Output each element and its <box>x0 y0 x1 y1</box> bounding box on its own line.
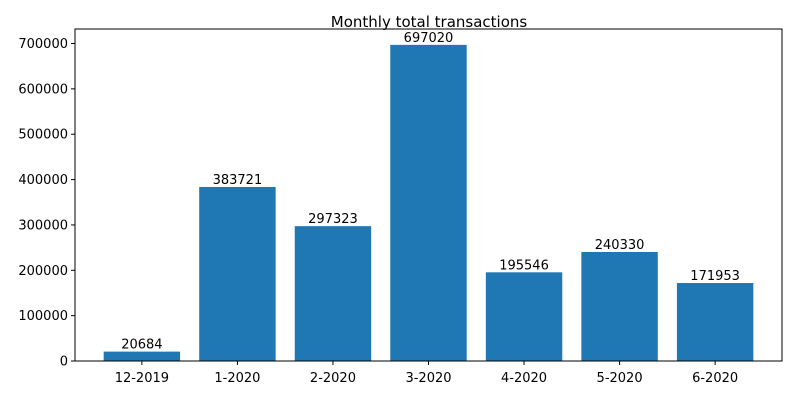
x-axis: 12-2019 1-2020 2-2020 3-2020 4-2020 5-2020 6-2… <box>115 361 738 386</box>
data-label: 297323 <box>308 212 358 227</box>
y-axis: 0 100000 200000 300000 400000 500000 600000 700… <box>18 37 75 370</box>
x-tick-label: 4-2020 <box>501 371 547 386</box>
chart-title: Monthly total transactions <box>331 13 528 31</box>
data-label: 171953 <box>690 269 740 284</box>
bar <box>103 351 181 361</box>
bar <box>485 272 563 361</box>
y-tick-label: 300000 <box>18 218 68 233</box>
bar <box>676 283 754 361</box>
x-tick-label: 1-2020 <box>214 371 260 386</box>
y-tick-label: 100000 <box>18 309 68 324</box>
data-label: 20684 <box>121 338 162 353</box>
y-tick-label: 700000 <box>18 37 68 52</box>
bar <box>390 44 467 362</box>
y-tick-label: 500000 <box>18 128 68 143</box>
data-label: 195546 <box>499 258 549 273</box>
data-label: 697020 <box>404 31 454 46</box>
x-tick-label: 2-2020 <box>310 371 356 386</box>
data-label: 240330 <box>595 238 645 253</box>
x-tick-label: 12-2019 <box>115 371 169 386</box>
y-tick-label: 600000 <box>18 82 68 97</box>
y-tick-label: 0 <box>60 355 68 370</box>
x-tick-label: 5-2020 <box>597 371 643 386</box>
bar <box>581 251 658 361</box>
y-tick-label: 200000 <box>18 264 68 279</box>
x-tick-label: 6-2020 <box>692 371 738 386</box>
x-tick-label: 3-2020 <box>405 371 451 386</box>
bar <box>294 226 372 361</box>
y-tick-label: 400000 <box>18 173 68 188</box>
data-label: 383721 <box>213 173 263 188</box>
plot-area: 20684 383721 297323 697020 195546 240330 17195… <box>103 31 754 362</box>
bar <box>199 186 276 361</box>
